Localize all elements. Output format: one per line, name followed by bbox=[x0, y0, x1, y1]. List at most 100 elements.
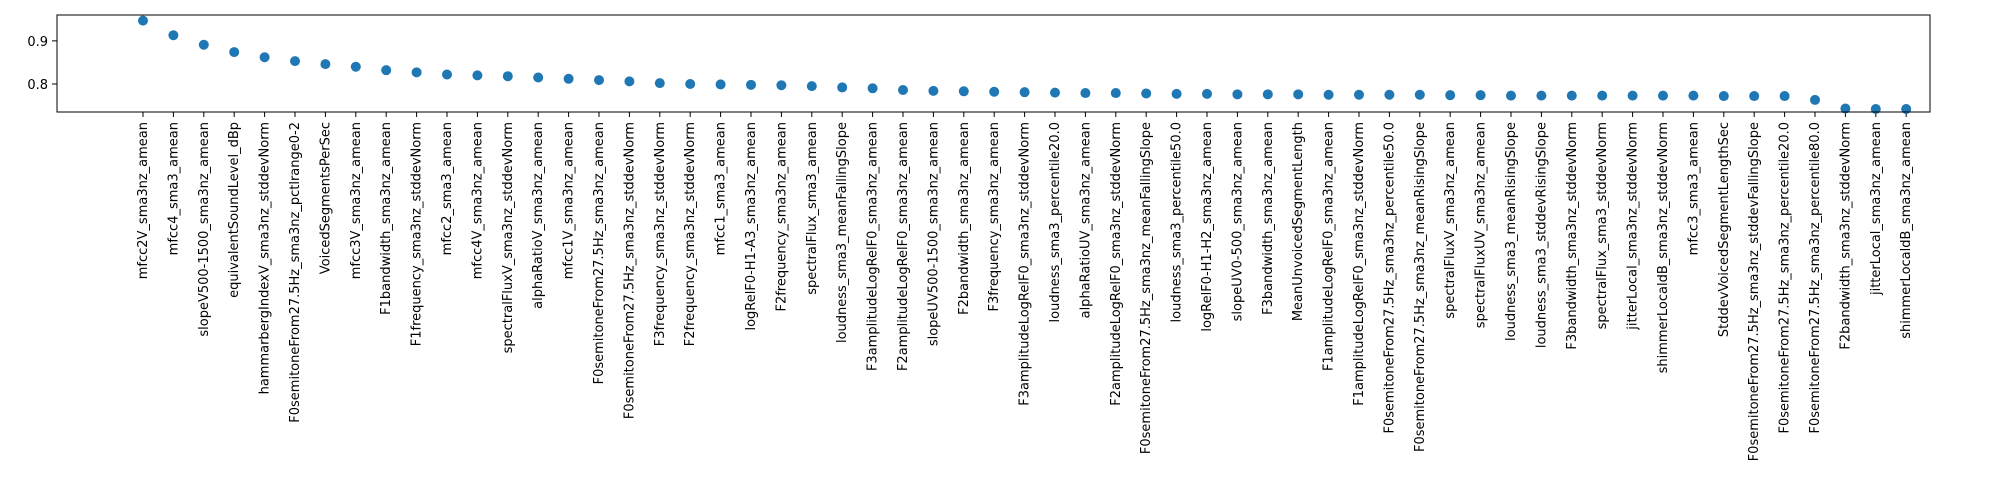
data-point bbox=[168, 30, 179, 41]
x-tick-label: spectralFluxV_sma3nz_stddevNorm bbox=[501, 122, 516, 353]
x-tick-label: spectralFluxUV_sma3nz_amean bbox=[1474, 122, 1489, 328]
x-tick-label: F0semitoneFrom27.5Hz_sma3nz_meanRisingSl… bbox=[1413, 122, 1428, 452]
x-tick-label: equivalentSoundLevel_dBp bbox=[227, 122, 242, 298]
x-tick-label: spectralFlux_sma3_amean bbox=[805, 122, 820, 295]
data-point bbox=[1141, 88, 1152, 99]
x-tick-label: logRelF0-H1-H2_sma3nz_amean bbox=[1200, 122, 1215, 332]
x-tick-label: F0semitoneFrom27.5Hz_sma3nz_stddevNorm bbox=[622, 122, 637, 419]
x-tick-label: F2bandwidth_sma3nz_stddevNorm bbox=[1838, 122, 1853, 350]
data-point bbox=[1810, 94, 1820, 105]
data-point bbox=[229, 47, 240, 58]
x-tick-label: slopeUV500-1500_sma3nz_amean bbox=[926, 122, 941, 346]
data-point bbox=[1293, 89, 1304, 100]
data-point bbox=[806, 81, 817, 92]
x-tick-label: shimmerLocaldB_sma3nz_amean bbox=[1899, 122, 1914, 339]
x-tick-label: F3bandwidth_sma3nz_amean bbox=[1261, 122, 1276, 315]
x-tick-label: F1amplitudeLogRelF0_sma3nz_amean bbox=[1322, 122, 1337, 371]
data-points bbox=[138, 15, 1912, 114]
x-tick-label: F2bandwidth_sma3nz_amean bbox=[957, 122, 972, 315]
x-tick-label: F0semitoneFrom27.5Hz_sma3nz_percentile80… bbox=[1808, 122, 1823, 434]
data-point bbox=[1019, 87, 1030, 98]
data-point bbox=[502, 71, 513, 82]
data-point bbox=[1323, 89, 1334, 100]
x-tick-label: F0semitoneFrom27.5Hz_sma3nz_stddevFallin… bbox=[1747, 122, 1762, 461]
data-point bbox=[1445, 90, 1456, 101]
data-point bbox=[867, 83, 878, 94]
data-point bbox=[1870, 103, 1881, 114]
x-tick-label: loudness_sma3_meanRisingSlope bbox=[1504, 122, 1519, 341]
data-point bbox=[746, 79, 756, 90]
data-point bbox=[1384, 89, 1395, 100]
data-point bbox=[1749, 91, 1760, 102]
x-tick-label: F3bandwidth_sma3nz_stddevNorm bbox=[1565, 122, 1580, 350]
x-tick-label: hammarbergIndexV_sma3nz_stddevNorm bbox=[258, 122, 273, 394]
data-point bbox=[1414, 89, 1425, 100]
x-tick-label: F3frequency_sma3nz_stddevNorm bbox=[653, 122, 668, 346]
data-point bbox=[1050, 87, 1060, 98]
data-point bbox=[1536, 90, 1547, 101]
x-tick-label: loudness_sma3_stddevRisingSlope bbox=[1534, 122, 1549, 348]
x-tick-label: mfcc2V_sma3nz_amean bbox=[136, 122, 151, 279]
x-tick-label: F3amplitudeLogRelF0_sma3nz_stddevNorm bbox=[1018, 122, 1033, 406]
x-tick-label: F0semitoneFrom27.5Hz_sma3nz_amean bbox=[592, 122, 607, 384]
x-tick-label: slopeV500-1500_sma3nz_amean bbox=[197, 122, 212, 337]
x-tick-label: shimmerLocaldB_sma3nz_stddevNorm bbox=[1656, 122, 1671, 373]
x-tick-label: mfcc3_sma3_amean bbox=[1686, 122, 1701, 255]
x-tick-label: F0semitoneFrom27.5Hz_sma3nz_pctlrange0-2 bbox=[288, 122, 303, 423]
data-point bbox=[1110, 88, 1121, 99]
x-tick-label: loudness_sma3_percentile50.0 bbox=[1170, 122, 1185, 322]
x-tick-label: F1amplitudeLogRelF0_sma3nz_stddevNorm bbox=[1352, 122, 1367, 406]
y-tick-label: 0.8 bbox=[27, 78, 48, 93]
x-tick-label: F0semitoneFrom27.5Hz_sma3nz_percentile50… bbox=[1382, 122, 1397, 434]
x-tick-label: F2frequency_sma3nz_stddevNorm bbox=[683, 122, 698, 346]
x-tick-label: F0semitoneFrom27.5Hz_sma3nz_percentile20… bbox=[1778, 122, 1793, 434]
x-tick-label: mfcc1_sma3_amean bbox=[714, 122, 729, 255]
y-axis: 0.8 0.9 bbox=[27, 35, 57, 93]
x-tick-label: mfcc2_sma3_amean bbox=[440, 122, 455, 255]
data-point bbox=[685, 78, 696, 89]
data-point bbox=[1506, 90, 1516, 101]
data-point bbox=[624, 76, 635, 87]
data-point bbox=[958, 86, 969, 97]
x-tick-label: F2frequency_sma3nz_amean bbox=[774, 122, 789, 312]
data-point bbox=[1840, 103, 1851, 114]
x-tick-label: jitterLocal_sma3nz_amean bbox=[1869, 122, 1884, 296]
x-tick-label: alphaRatioV_sma3nz_amean bbox=[531, 122, 546, 309]
data-point bbox=[1202, 88, 1212, 99]
data-point bbox=[1171, 88, 1182, 99]
x-tick-label: F0semitoneFrom27.5Hz_sma3nz_meanFallingS… bbox=[1139, 122, 1154, 454]
data-point bbox=[989, 86, 1000, 97]
data-point bbox=[442, 69, 452, 80]
y-tick-label: 0.9 bbox=[27, 35, 48, 50]
x-tick-label: slopeUV0-500_sma3nz_amean bbox=[1230, 122, 1245, 321]
data-point bbox=[837, 82, 848, 93]
data-point bbox=[715, 79, 726, 90]
plot-frame bbox=[56, 14, 1931, 113]
data-point bbox=[1658, 90, 1668, 101]
data-point bbox=[1718, 91, 1729, 102]
x-tick-label: alphaRatioUV_sma3nz_amean bbox=[1078, 122, 1093, 318]
data-point bbox=[472, 70, 483, 81]
data-point bbox=[290, 56, 300, 67]
data-point bbox=[1901, 103, 1912, 114]
data-point bbox=[594, 75, 604, 86]
data-point bbox=[898, 85, 908, 96]
data-point bbox=[1475, 90, 1486, 101]
data-point bbox=[1232, 89, 1243, 100]
data-point bbox=[1597, 90, 1608, 101]
data-point bbox=[654, 78, 665, 89]
x-tick-label: loudness_sma3_percentile20.0 bbox=[1048, 122, 1063, 322]
x-tick-label: mfcc1V_sma3nz_amean bbox=[562, 122, 577, 279]
data-point bbox=[138, 15, 148, 26]
x-tick-label: jitterLocal_sma3nz_stddevNorm bbox=[1626, 122, 1641, 331]
data-point bbox=[563, 73, 574, 84]
x-tick-label: StddevVoicedSegmentLengthSec bbox=[1717, 122, 1732, 337]
x-tick-label: F3amplitudeLogRelF0_sma3nz_amean bbox=[866, 122, 881, 371]
x-tick-label: spectralFluxV_sma3nz_amean bbox=[1443, 122, 1458, 319]
x-tick-label: mfcc4V_sma3nz_amean bbox=[470, 122, 485, 279]
data-point bbox=[776, 80, 787, 91]
data-point bbox=[411, 67, 422, 78]
x-tick-label: spectralFlux_sma3_stddevNorm bbox=[1595, 122, 1610, 329]
